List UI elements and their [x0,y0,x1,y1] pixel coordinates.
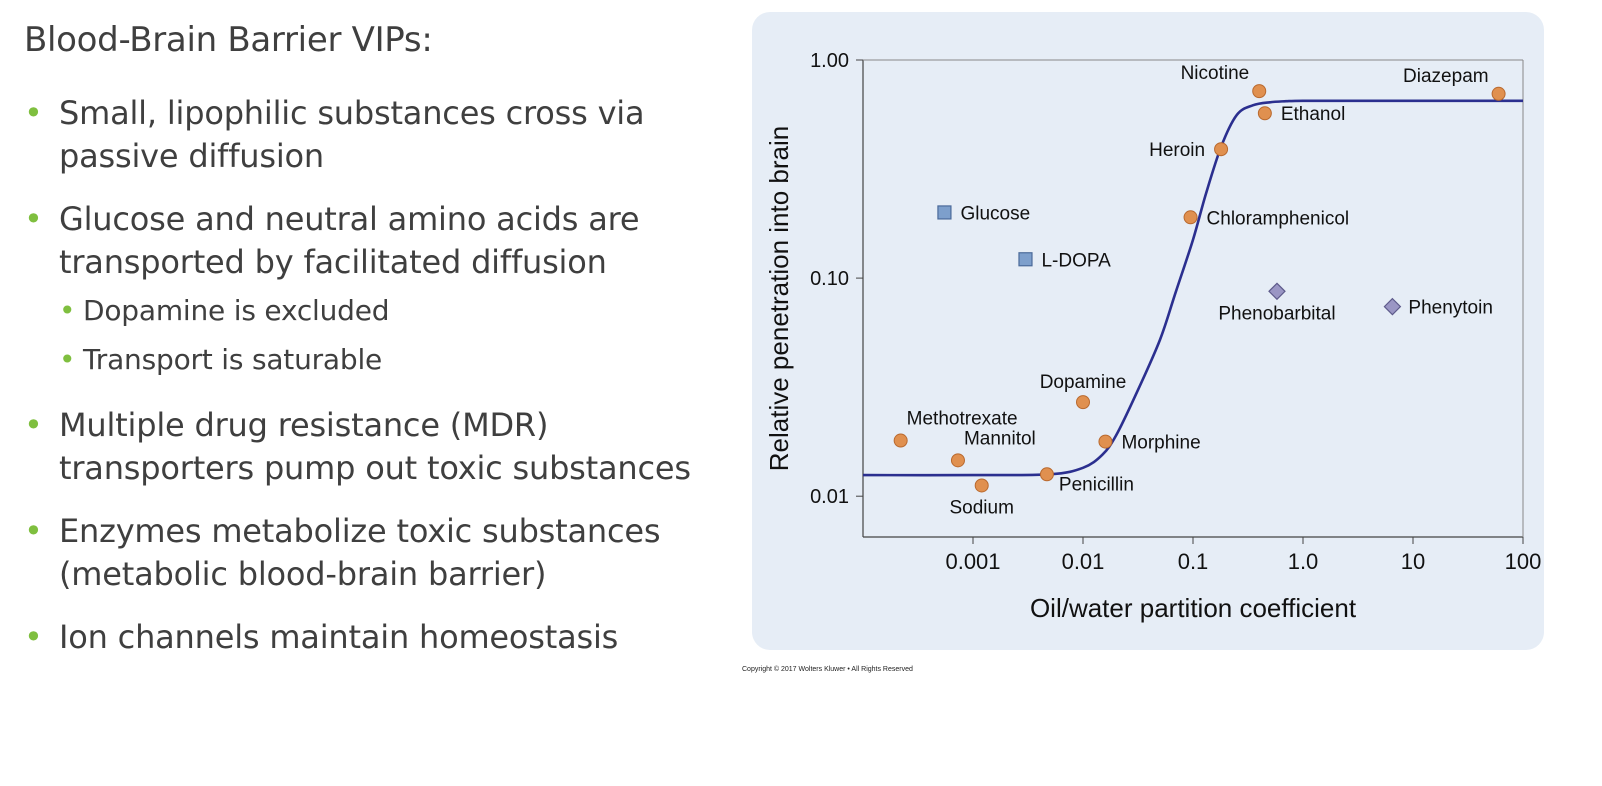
slide-title: Blood-Brain Barrier VIPs: [24,20,433,60]
data-point-mannitol [950,453,965,468]
data-label-phenytoin: Phenytoin [1408,298,1493,319]
data-label-nicotine: Nicotine [1181,63,1250,84]
data-point-methotrexate [893,433,908,448]
data-label-mannitol: Mannitol [964,428,1036,449]
x-axis-title: Oil/water partition coefficient [1030,593,1357,623]
data-label-methotrexate: Methotrexate [907,409,1018,430]
data-point-heroin [1214,142,1229,157]
bullet-text: Multiple drug resistance (MDR) transport… [59,406,691,487]
data-point-dopamine [1076,395,1090,410]
penetration-curve [862,99,1523,477]
data-point-glucose [937,205,952,220]
data-point-phenytoin [1383,297,1402,316]
data-label-sodium: Sodium [949,497,1013,518]
bullet-dot-icon: • [24,406,43,444]
data-label-chloramphenicol: Chloramphenicol [1207,208,1350,229]
sub-bullet-item: • Transport is saturable [59,335,724,384]
bullet-item: • Enzymes metabolize toxic substances (me… [24,510,724,596]
data-point-ethanol [1257,106,1272,121]
bullet-list: • Small, lipophilic substances cross via … [24,92,724,679]
data-label-dopamine: Dopamine [1040,372,1127,393]
bullet-text: Small, lipophilic substances cross via p… [59,94,645,175]
bullet-dot-icon: • [59,294,76,327]
data-point-morphine [1098,434,1113,449]
data-point-penicillin [1039,467,1054,482]
bullet-text: Glucose and neutral amino acids are tran… [59,200,640,281]
x-tick-label: 0.001 [945,549,1000,574]
bullet-item: • Multiple drug resistance (MDR) transpor… [24,404,724,490]
bullet-item: • Small, lipophilic substances cross via … [24,92,724,178]
data-label-l-dopa: L-DOPA [1041,250,1111,271]
data-label-morphine: Morphine [1121,433,1200,454]
data-point-l-dopa [1018,252,1033,267]
y-tick-label: 0.01 [810,486,849,508]
x-tick-label: 0.1 [1178,549,1209,574]
data-label-diazepam: Diazepam [1403,66,1489,87]
bullet-dot-icon: • [24,512,43,550]
bullet-dot-icon: • [24,94,43,132]
x-tick-label: 100 [1505,549,1542,574]
bullet-text: Enzymes metabolize toxic substances (met… [59,512,661,593]
data-label-ethanol: Ethanol [1281,104,1345,125]
copyright-notice: Copyright © 2017 Wolters Kluwer • All Ri… [742,666,913,673]
data-label-penicillin: Penicillin [1059,474,1134,495]
bullet-dot-icon: • [59,343,76,376]
data-point-diazepam [1491,86,1506,101]
data-point-sodium [974,478,989,493]
data-label-glucose: Glucose [960,203,1030,224]
bullet-dot-icon: • [24,618,43,656]
x-tick-label: 1.0 [1288,549,1319,574]
x-tick-label: 0.01 [1062,549,1105,574]
bullet-item: • Ion channels maintain homeostasis [24,616,724,659]
data-point-nicotine [1252,84,1267,99]
bullet-item: • Glucose and neutral amino acids are tra… [24,198,724,384]
data-label-heroin: Heroin [1149,140,1205,161]
y-tick-label: 1.00 [810,50,849,72]
x-tick-label: 10 [1401,549,1425,574]
sub-bullet-text: Dopamine is excluded [83,294,390,327]
data-point-chloramphenicol [1183,210,1198,225]
data-point-phenobarbital [1268,282,1286,301]
partition-coefficient-chart: 0.001 0.01 0.1 1.0 10 100 0.01 0.10 1.00 Oil/wate… [764,50,1542,623]
sub-bullet-item: • Dopamine is excluded [59,286,724,335]
y-tick-label: 0.10 [810,268,849,290]
data-label-phenobarbital: Phenobarbital [1218,303,1335,324]
chart-panel: 0.001 0.01 0.1 1.0 10 100 0.01 0.10 1.00 Oil/wate… [752,12,1544,650]
y-axis-title: Relative penetration into brain [764,126,794,471]
bullet-dot-icon: • [24,200,43,238]
bullet-text: Ion channels maintain homeostasis [59,618,619,656]
sub-bullet-list: • Dopamine is excluded • Transport is satur… [59,286,724,384]
sub-bullet-text: Transport is saturable [83,343,383,376]
